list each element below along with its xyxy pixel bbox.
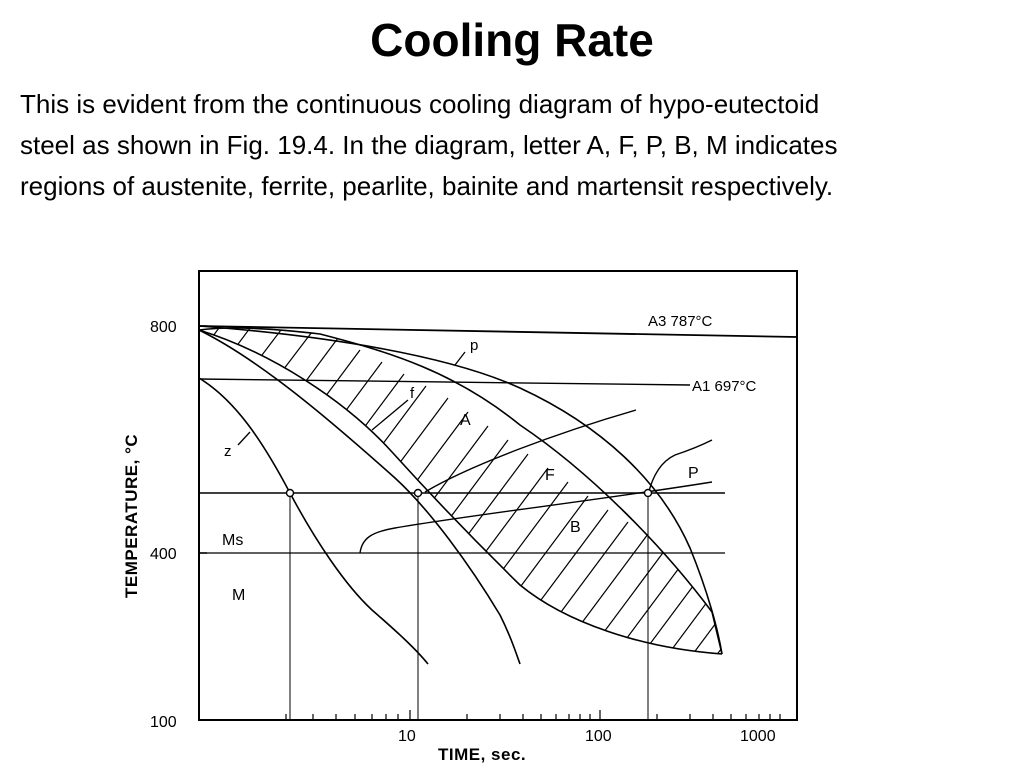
- bainite-start-line: [359, 481, 713, 554]
- y-axis-title: TEMPERATURE, °C: [122, 434, 141, 598]
- body-line: This is evident from the continuous cool…: [20, 89, 820, 119]
- region-austenite-label: A: [460, 412, 471, 429]
- curve-label-z: z: [224, 443, 232, 460]
- y-ticks: [199, 325, 207, 554]
- slide-body: This is evident from the continuous cool…: [20, 84, 1020, 207]
- a3-line: [198, 325, 798, 338]
- y-tick-label: 100: [150, 714, 177, 731]
- transformation-start-curve: [198, 329, 723, 655]
- region-ferrite-label: F: [545, 467, 555, 484]
- intersection-markers: [285, 488, 653, 498]
- cooling-curve-z: [198, 377, 429, 665]
- x-ticks: [285, 710, 781, 720]
- y-tick-label: 400: [150, 546, 177, 563]
- transformation-band-hatching: [199, 327, 722, 654]
- ms-label: Ms: [222, 532, 243, 549]
- body-line: regions of austenite, ferrite, pearlite,…: [20, 171, 834, 201]
- curve-label-p: p: [470, 337, 478, 354]
- region-pearlite-label: P: [688, 465, 699, 482]
- curve-label-arrows: [237, 351, 466, 446]
- y-tick-label: 800: [150, 319, 177, 336]
- cooling-curve-f: [198, 329, 521, 665]
- plot-frame: [198, 270, 798, 721]
- a1-label: A1 697°C: [692, 378, 757, 395]
- body-line: steel as shown in Fig. 19.4. In the diag…: [20, 130, 838, 160]
- region-bainite-label: B: [570, 519, 581, 536]
- x-tick-label: 100: [585, 728, 612, 745]
- x-tick-label: 1000: [740, 728, 776, 745]
- ferrite-start-line: [424, 409, 637, 493]
- cooling-curve-p: [198, 325, 723, 655]
- pearlite-start-line: [647, 439, 713, 496]
- transformation-finish-curve: [198, 327, 723, 655]
- slide-title: Cooling Rate: [370, 14, 654, 66]
- curve-label-f: f: [410, 385, 415, 402]
- a1-line: [198, 378, 691, 386]
- x-tick-label: 10: [398, 728, 416, 745]
- a3-label: A3 787°C: [648, 313, 713, 330]
- region-martensite-label: M: [232, 587, 245, 604]
- x-axis-title: TIME, sec.: [438, 745, 526, 764]
